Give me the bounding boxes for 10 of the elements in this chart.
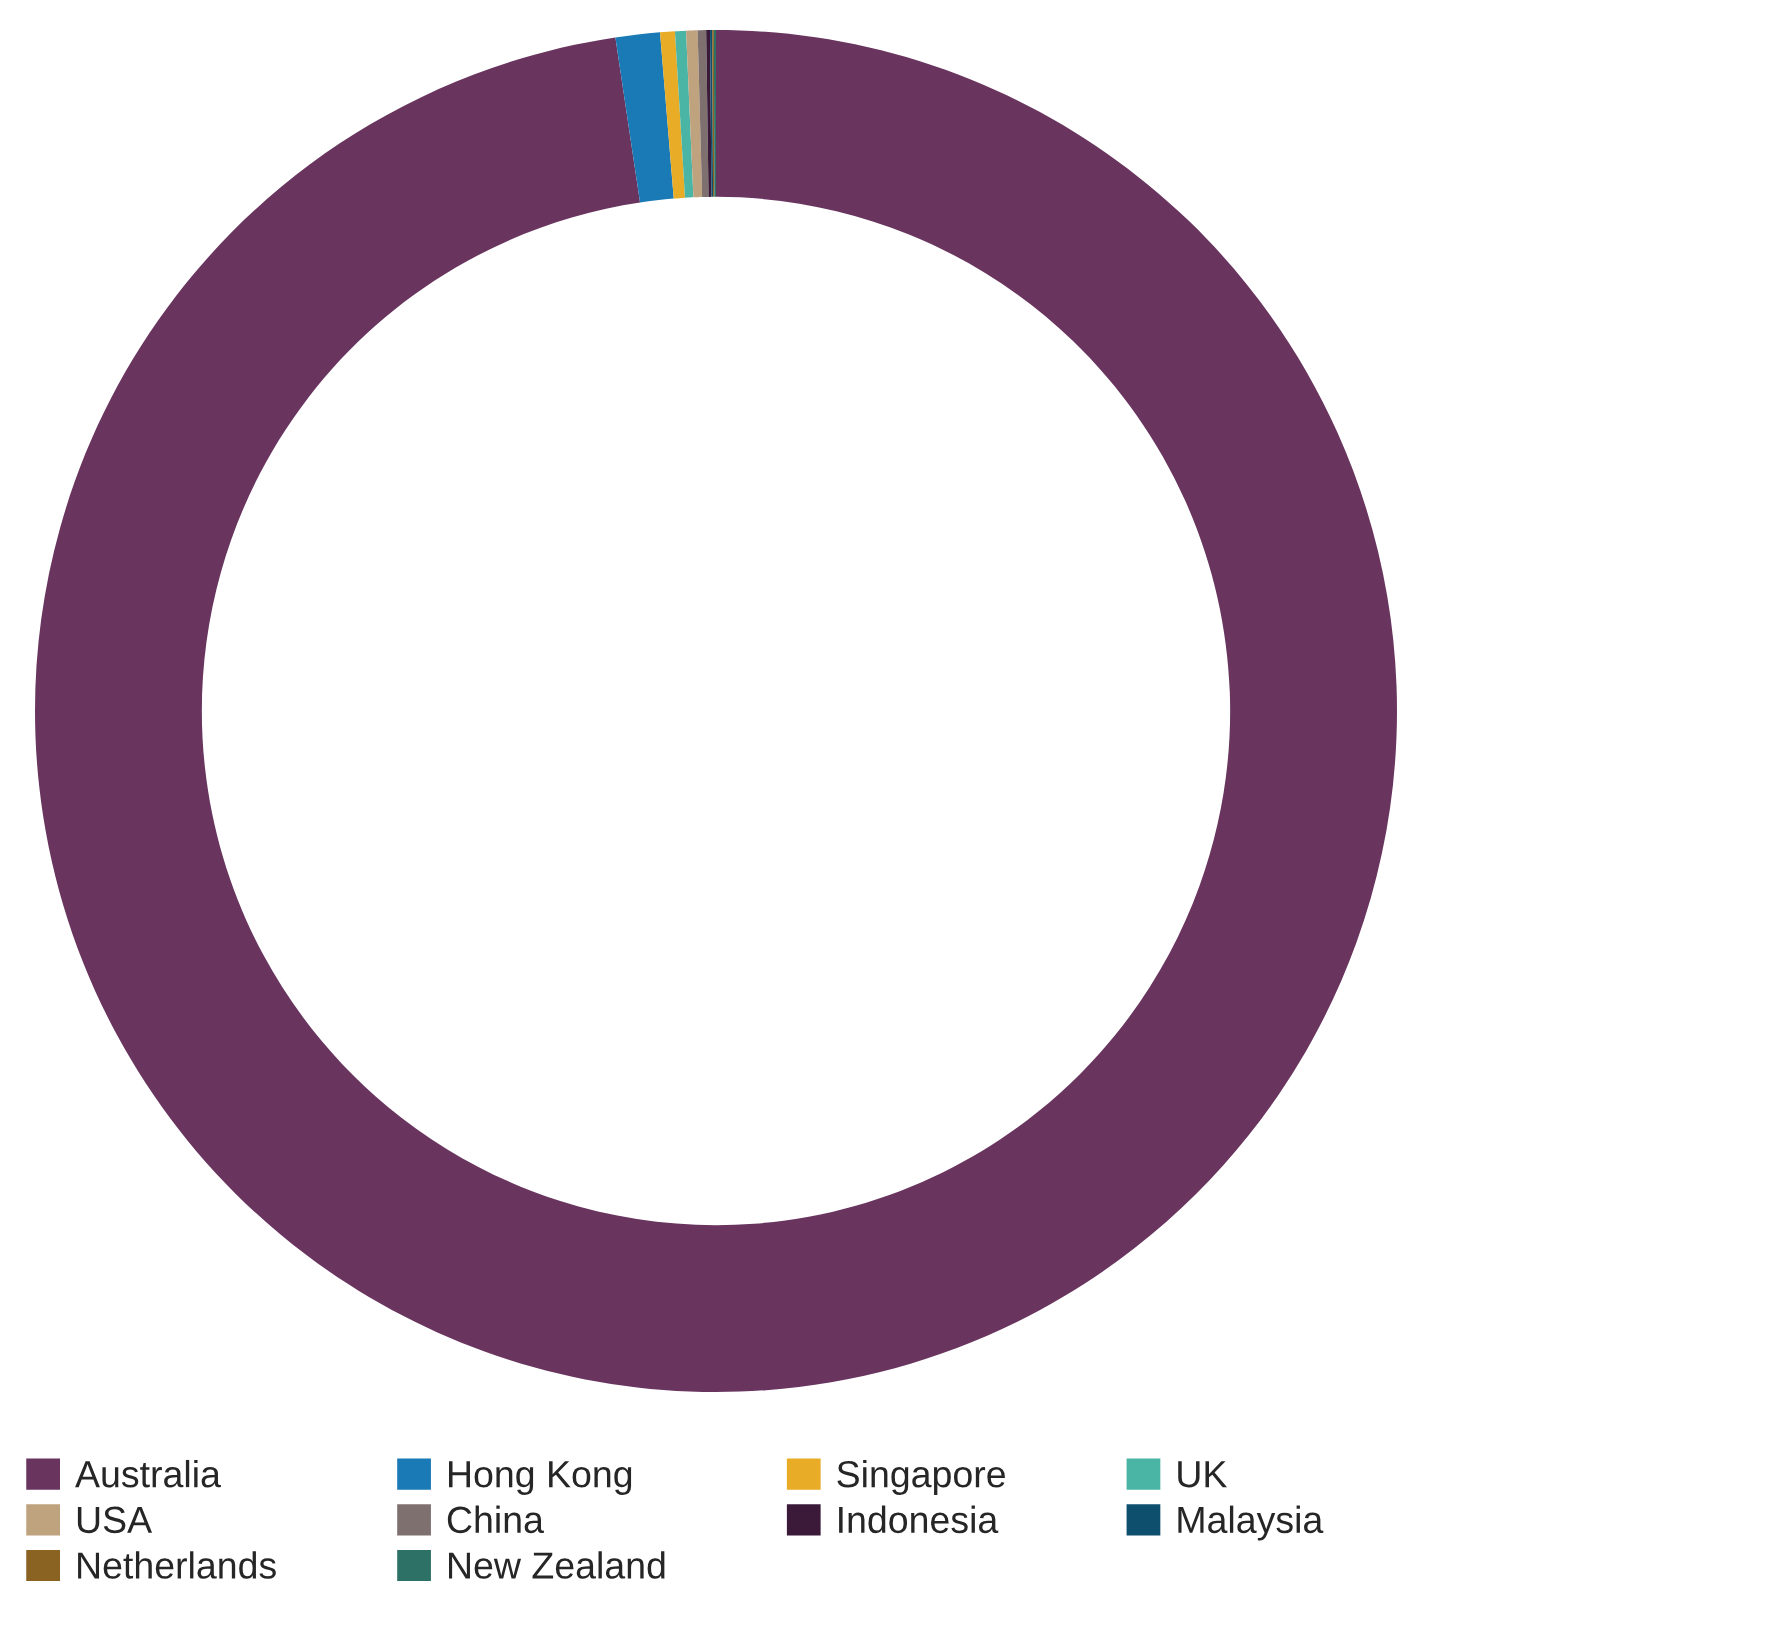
legend-label: Singapore [837,1459,1005,1495]
legend-label: Hong Kong [449,1461,632,1495]
legend-label: Malaysia [1178,1505,1324,1541]
legend-label: Indonesia [839,1505,999,1534]
legend-label: China [447,1505,544,1534]
legend-label: New Zealand [449,1551,665,1579]
legend-label: USA [77,1506,153,1534]
legend-label: Australia [75,1459,221,1488]
legend-label: Netherlands [78,1551,276,1579]
legend-label: UK [1178,1461,1228,1488]
